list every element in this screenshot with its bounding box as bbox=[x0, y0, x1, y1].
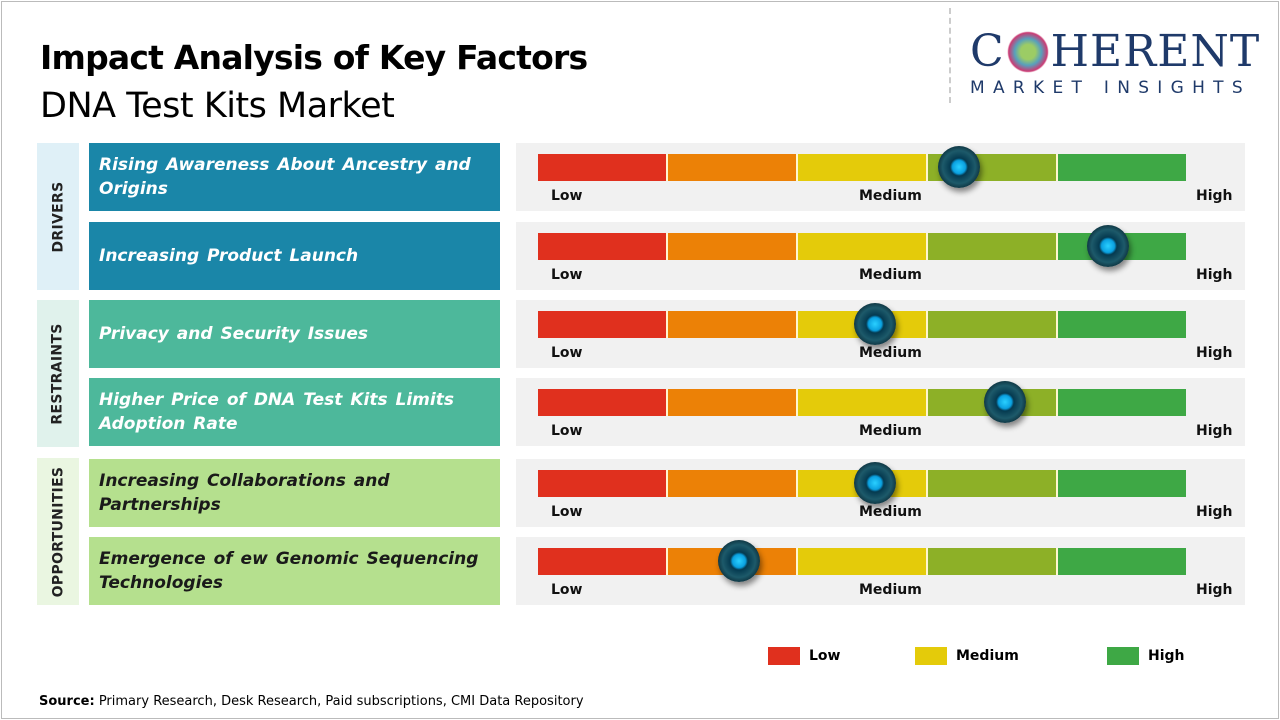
scale-label-medium: Medium bbox=[859, 582, 922, 598]
scale-label-high: High bbox=[1196, 504, 1233, 520]
scale-label-medium: Medium bbox=[859, 267, 922, 283]
scale-label-medium: Medium bbox=[859, 188, 922, 204]
logo-subtitle: MARKET INSIGHTS bbox=[970, 78, 1251, 98]
legend-item: Low bbox=[768, 647, 840, 665]
scale-segment-low bbox=[538, 389, 668, 416]
page-subtitle: DNA Test Kits Market bbox=[40, 86, 395, 126]
scale-segment-low bbox=[538, 311, 668, 338]
scale-segment-low bbox=[538, 548, 668, 575]
impact-scale-bar bbox=[538, 389, 1186, 416]
scale-segment-medium bbox=[798, 548, 928, 575]
scale-segment-low bbox=[538, 154, 668, 181]
scale-segment-high bbox=[1058, 311, 1186, 338]
scale-label-medium: Medium bbox=[859, 345, 922, 361]
legend-swatch bbox=[1107, 647, 1139, 665]
factor-box: Increasing Collaborations and Partnershi… bbox=[89, 459, 500, 527]
scale-label-high: High bbox=[1196, 345, 1233, 361]
scale-segment-low bbox=[538, 233, 668, 260]
scale-segment-high bbox=[1058, 154, 1186, 181]
scale-segment-low_medium bbox=[668, 389, 798, 416]
page-title: Impact Analysis of Key Factors bbox=[40, 38, 588, 77]
impact-scale-bar bbox=[538, 548, 1186, 575]
factor-box: Higher Price of DNA Test Kits Limits Ado… bbox=[89, 378, 500, 446]
scale-segment-medium bbox=[798, 233, 928, 260]
category-label: DRIVERS bbox=[50, 181, 67, 252]
coherent-logo: C HERENT MARKET INSIGHTS bbox=[970, 26, 1261, 99]
factor-label: Emergence of ew Genomic Sequencing Techn… bbox=[99, 549, 479, 593]
legend-item: Medium bbox=[915, 647, 1019, 665]
logo-divider bbox=[949, 8, 951, 103]
scale-segment-medium_high bbox=[928, 470, 1058, 497]
factor-label: Privacy and Security Issues bbox=[99, 324, 369, 344]
impact-gauge: Low Medium High bbox=[516, 143, 1245, 211]
scale-label-low: Low bbox=[551, 345, 583, 361]
factor-box: Increasing Product Launch bbox=[89, 222, 500, 290]
category-drivers: DRIVERS bbox=[37, 143, 79, 290]
legend-item: High bbox=[1107, 647, 1185, 665]
factor-box: Privacy and Security Issues bbox=[89, 300, 500, 368]
scale-label-low: Low bbox=[551, 267, 583, 283]
logo-c: C bbox=[970, 26, 1005, 77]
scale-label-low: Low bbox=[551, 582, 583, 598]
factor-label: Increasing Collaborations and Partnershi… bbox=[99, 471, 390, 515]
impact-gauge: Low Medium High bbox=[516, 222, 1245, 290]
legend-label: High bbox=[1148, 648, 1185, 664]
scale-segment-high bbox=[1058, 389, 1186, 416]
scale-segment-high bbox=[1058, 470, 1186, 497]
impact-gauge: Low Medium High bbox=[516, 300, 1245, 368]
impact-scale-bar bbox=[538, 154, 1186, 181]
globe-icon bbox=[1006, 31, 1049, 73]
impact-indicator-knob bbox=[938, 146, 981, 188]
scale-segment-medium_high bbox=[928, 311, 1058, 338]
factor-label: Rising Awareness About Ancestry and Orig… bbox=[99, 155, 471, 199]
legend-swatch bbox=[915, 647, 947, 665]
scale-label-low: Low bbox=[551, 504, 583, 520]
scale-segment-low bbox=[538, 470, 668, 497]
scale-label-low: Low bbox=[551, 423, 583, 439]
scale-label-medium: Medium bbox=[859, 423, 922, 439]
impact-indicator-knob bbox=[853, 303, 896, 345]
legend-swatch bbox=[768, 647, 800, 665]
legend-label: Low bbox=[809, 648, 841, 664]
factor-box: Rising Awareness About Ancestry and Orig… bbox=[89, 143, 500, 211]
impact-indicator-knob bbox=[983, 381, 1026, 423]
category-label: RESTRAINTS bbox=[50, 322, 66, 425]
scale-segment-medium bbox=[798, 154, 928, 181]
scale-segment-medium bbox=[798, 389, 928, 416]
scale-label-high: High bbox=[1196, 582, 1233, 598]
scale-segment-medium_high bbox=[928, 233, 1058, 260]
source-text: Primary Research, Desk Research, Paid su… bbox=[94, 694, 584, 709]
scale-segment-low_medium bbox=[668, 233, 798, 260]
scale-label-low: Low bbox=[551, 188, 583, 204]
factor-label: Higher Price of DNA Test Kits Limits Ado… bbox=[99, 390, 454, 434]
factor-label: Increasing Product Launch bbox=[99, 246, 359, 266]
impact-indicator-knob bbox=[853, 462, 896, 504]
category-label: OPPORTUNITIES bbox=[50, 466, 66, 597]
source-label: Source: bbox=[39, 694, 95, 709]
scale-label-medium: Medium bbox=[859, 504, 922, 520]
legend-label: Medium bbox=[956, 648, 1019, 664]
factor-box: Emergence of ew Genomic Sequencing Techn… bbox=[89, 537, 500, 605]
scale-label-high: High bbox=[1196, 423, 1233, 439]
scale-segment-low_medium bbox=[668, 154, 798, 181]
impact-gauge: Low Medium High bbox=[516, 459, 1245, 527]
impact-scale-bar bbox=[538, 233, 1186, 260]
category-restraints: RESTRAINTS bbox=[37, 300, 79, 447]
impact-scale-bar bbox=[538, 470, 1186, 497]
scale-segment-low_medium bbox=[668, 311, 798, 338]
impact-gauge: Low Medium High bbox=[516, 537, 1245, 605]
logo-herent: HERENT bbox=[1050, 26, 1261, 77]
scale-segment-low_medium bbox=[668, 470, 798, 497]
category-opportunities: OPPORTUNITIES bbox=[37, 458, 79, 605]
scale-label-high: High bbox=[1196, 188, 1233, 204]
scale-segment-medium_high bbox=[928, 548, 1058, 575]
scale-segment-high bbox=[1058, 548, 1186, 575]
impact-indicator-knob bbox=[1087, 225, 1130, 267]
impact-indicator-knob bbox=[717, 540, 760, 582]
impact-gauge: Low Medium High bbox=[516, 378, 1245, 446]
scale-label-high: High bbox=[1196, 267, 1233, 283]
source-note: Source: Primary Research, Desk Research,… bbox=[39, 694, 584, 709]
